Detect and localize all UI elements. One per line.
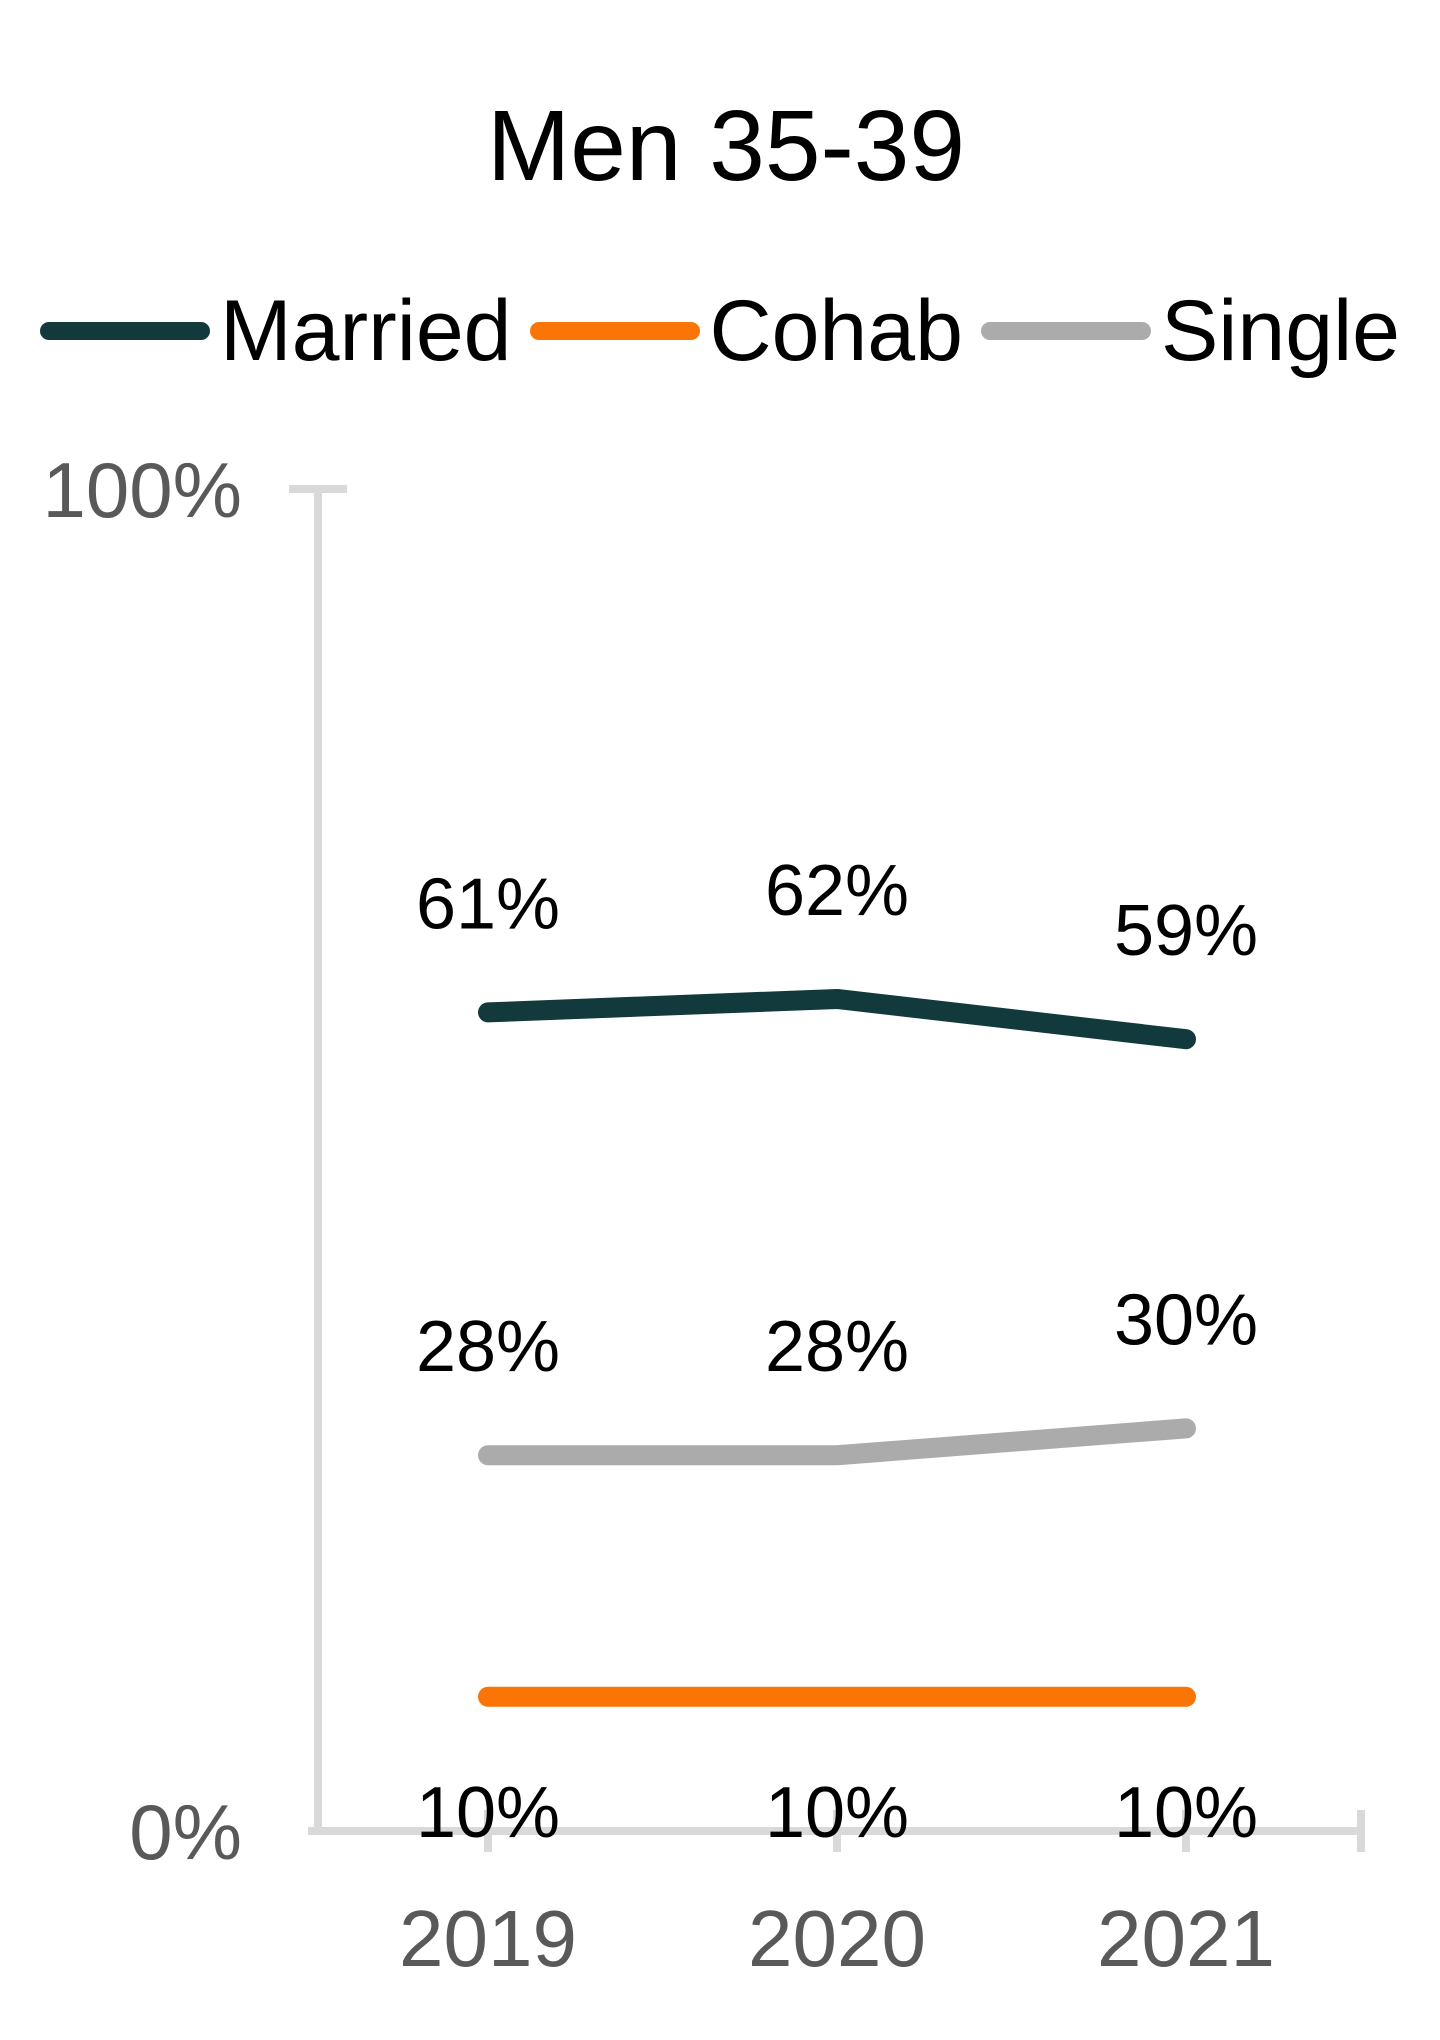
data-label-single: 28% <box>416 1307 560 1387</box>
legend-item-single: Single <box>980 283 1400 379</box>
legend-item-married: Married <box>39 283 512 379</box>
chart-title: Men 35-39 <box>486 90 966 202</box>
legend: Married Cohab Single <box>0 281 1440 381</box>
data-label-single: 28% <box>765 1307 909 1387</box>
legend-item-cohab: Cohab <box>529 283 963 379</box>
data-label-cohab: 10% <box>1114 1773 1258 1853</box>
legend-item-label: Single <box>1160 283 1400 379</box>
data-label-married: 62% <box>765 851 909 931</box>
data-label-cohab: 10% <box>765 1773 909 1853</box>
series-line-single <box>478 1418 1196 1466</box>
data-label-single: 30% <box>1114 1280 1258 1360</box>
data-label-married: 61% <box>416 864 560 944</box>
x-axis-label: 2019 <box>399 1894 577 1983</box>
y-axis-label: 0% <box>129 1788 242 1876</box>
legend-swatch-married <box>39 322 210 340</box>
legend-swatch-cohab <box>529 322 700 340</box>
legend-item-label: Married <box>219 283 512 379</box>
y-axis-label: 100% <box>43 446 243 534</box>
legend-swatch-single <box>980 322 1151 340</box>
legend-item-label: Cohab <box>709 283 963 379</box>
x-axis-label: 2020 <box>748 1894 926 1983</box>
data-label-cohab: 10% <box>416 1773 560 1853</box>
x-axis-label: 2021 <box>1097 1894 1275 1983</box>
series-line-married <box>478 988 1196 1050</box>
data-label-married: 59% <box>1114 891 1258 971</box>
